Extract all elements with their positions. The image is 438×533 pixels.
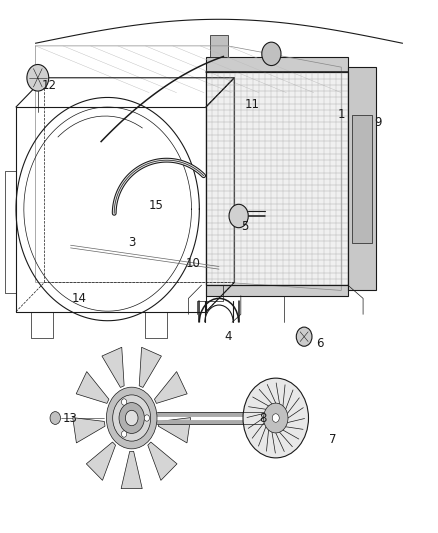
Circle shape: [121, 399, 127, 405]
Text: 5: 5: [241, 220, 249, 233]
Polygon shape: [155, 372, 187, 403]
Text: 4: 4: [224, 330, 231, 343]
Circle shape: [50, 411, 60, 424]
Polygon shape: [139, 348, 162, 387]
Circle shape: [113, 395, 151, 441]
Polygon shape: [206, 72, 348, 285]
Circle shape: [229, 204, 248, 228]
Text: 7: 7: [329, 433, 336, 446]
Text: 8: 8: [259, 411, 266, 424]
Polygon shape: [210, 35, 228, 56]
Circle shape: [144, 415, 149, 421]
Text: 10: 10: [185, 257, 200, 270]
Text: 15: 15: [148, 199, 163, 212]
Text: 14: 14: [72, 292, 87, 305]
Circle shape: [264, 403, 288, 433]
Polygon shape: [73, 418, 105, 443]
Polygon shape: [206, 285, 348, 296]
Circle shape: [243, 378, 308, 458]
Polygon shape: [86, 442, 116, 480]
Circle shape: [121, 431, 127, 437]
Text: 13: 13: [63, 411, 78, 424]
Circle shape: [262, 42, 281, 66]
Circle shape: [296, 327, 312, 346]
Text: 9: 9: [374, 117, 382, 130]
Polygon shape: [121, 451, 142, 489]
Text: 1: 1: [338, 109, 345, 122]
Polygon shape: [206, 56, 348, 72]
Text: 12: 12: [41, 79, 56, 92]
Polygon shape: [76, 372, 109, 403]
Polygon shape: [148, 442, 177, 480]
Text: 6: 6: [316, 337, 323, 350]
Text: 3: 3: [128, 236, 135, 249]
Circle shape: [27, 64, 49, 91]
Circle shape: [106, 387, 157, 449]
Polygon shape: [102, 348, 124, 387]
Polygon shape: [352, 115, 372, 243]
Polygon shape: [348, 67, 376, 290]
Text: 11: 11: [244, 98, 259, 111]
Circle shape: [125, 410, 138, 426]
Polygon shape: [159, 418, 191, 443]
Circle shape: [119, 402, 145, 433]
Circle shape: [272, 414, 279, 422]
